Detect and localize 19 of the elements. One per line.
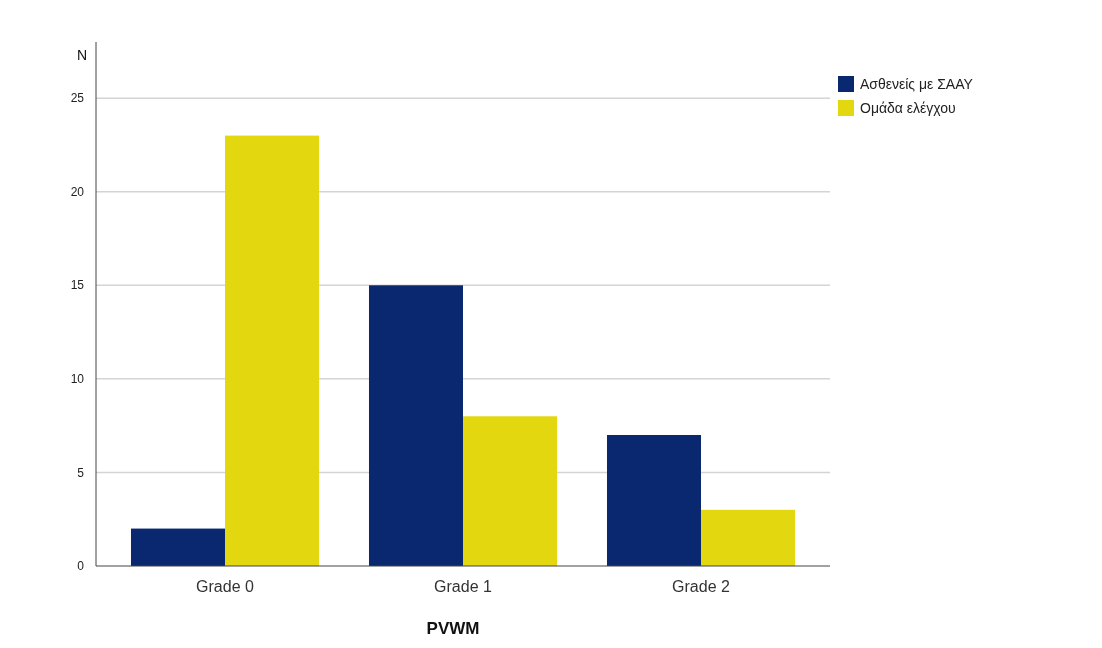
bar: [463, 416, 558, 566]
y-axis-title: N: [76, 47, 88, 63]
legend-label: Ασθενείς με ΣΑΑΥ: [860, 75, 974, 92]
y-tick-label: 0: [77, 559, 85, 574]
bar: [130, 528, 225, 566]
x-tick-label: Grade 0: [196, 578, 255, 595]
y-tick-label: 5: [77, 465, 85, 480]
y-tick-label: 10: [70, 372, 85, 387]
x-axis-title: PVWM: [426, 619, 480, 638]
bar: [606, 435, 701, 566]
y-tick-label: 15: [70, 278, 85, 293]
y-tick-label: 20: [70, 184, 85, 199]
bar: [225, 135, 320, 566]
bar: [368, 285, 463, 566]
legend-label: Ομάδα ελέγχου: [860, 99, 956, 116]
x-tick-label: Grade 1: [434, 578, 493, 595]
bar: [701, 509, 796, 566]
x-tick-label: Grade 2: [672, 578, 731, 595]
y-tick-label: 25: [70, 91, 85, 106]
